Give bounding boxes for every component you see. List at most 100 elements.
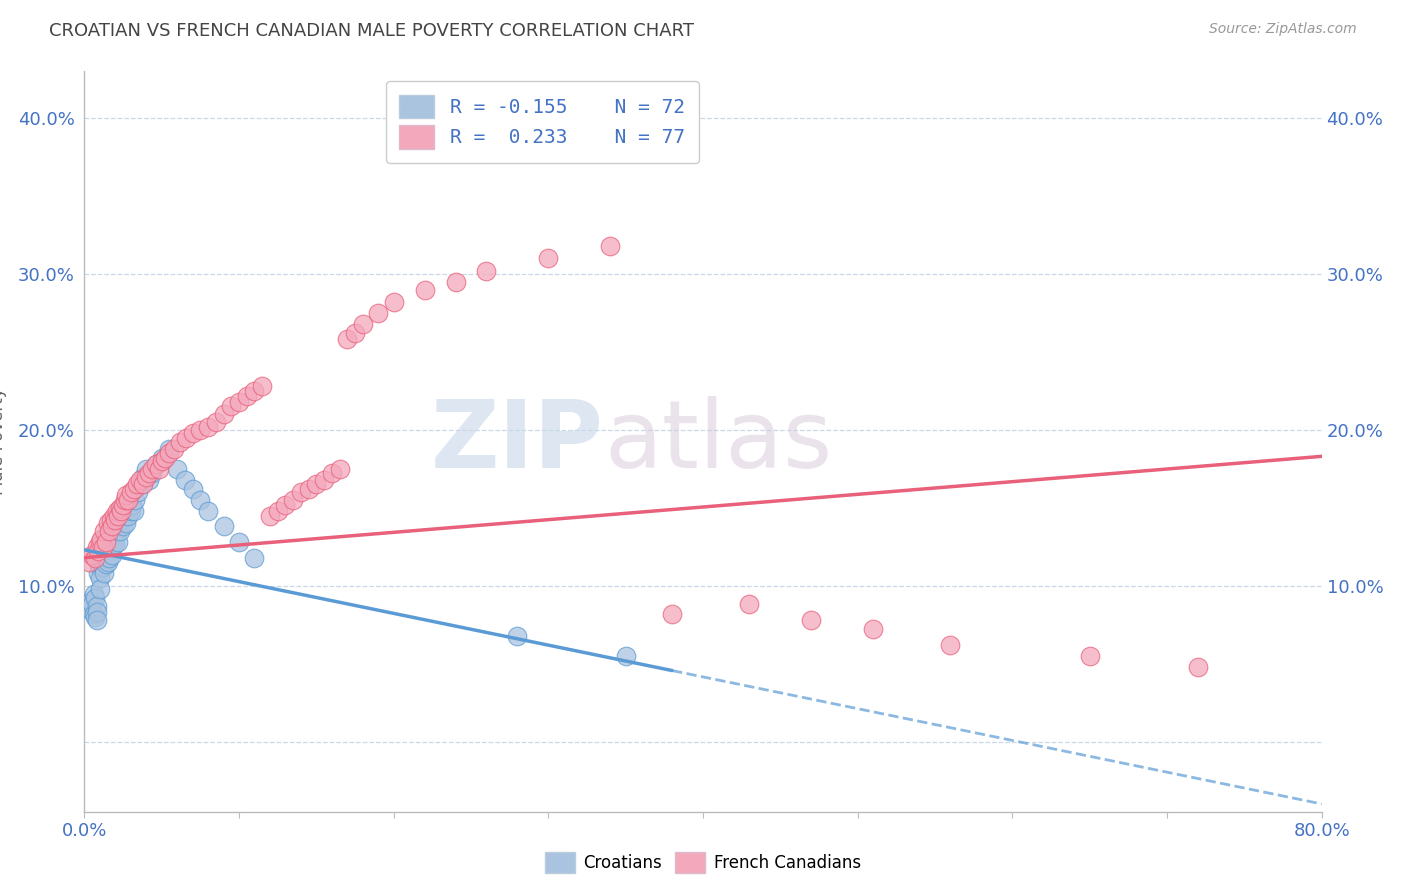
Point [444,275,467,289]
Point [166,462,188,476]
Point [87,548,110,562]
Point [98,550,121,565]
Point [117,508,139,523]
Point [141,467,163,481]
Point [107,516,129,531]
Point [83,586,105,600]
Point [110,513,132,527]
Point [87,555,110,569]
Point [150,454,173,468]
Point [297,482,319,496]
Point [131,477,153,491]
Point [93,566,115,581]
Point [312,473,335,487]
Point [382,295,405,310]
Point [82,548,104,562]
Point [94,557,117,571]
Point [89,550,111,565]
Point [176,431,198,445]
Point [328,462,352,476]
Point [212,519,235,533]
Point [87,544,110,558]
Point [86,605,108,619]
Point [135,469,157,483]
Point [112,498,135,512]
Point [100,524,122,538]
Text: ZIP: ZIP [432,395,605,488]
Point [188,423,211,437]
Point [91,544,114,558]
Point [93,549,115,563]
Point [159,442,180,456]
Point [114,493,136,508]
Point [197,419,219,434]
Point [738,598,761,612]
Point [98,535,121,549]
Point [212,407,235,421]
Point [82,598,104,612]
Point [135,462,157,476]
Point [181,482,204,496]
Point [91,532,114,546]
Point [110,504,132,518]
Point [104,536,127,550]
Point [90,555,112,569]
Point [108,500,131,515]
Point [169,435,191,450]
Point [132,469,155,483]
Point [281,493,305,508]
Point [112,519,135,533]
Point [138,473,160,487]
Text: atlas: atlas [605,395,832,488]
Point [84,550,107,565]
Point [661,607,683,621]
Point [96,529,118,543]
Point [120,504,142,518]
Point [93,524,115,538]
Point [274,498,297,512]
Text: Source: ZipAtlas.com: Source: ZipAtlas.com [1209,22,1357,37]
Point [91,560,114,574]
Point [120,485,142,500]
Point [115,516,138,531]
Point [101,519,124,533]
Point [475,264,498,278]
Point [150,450,173,465]
Point [100,540,122,554]
Point [343,326,366,341]
Point [181,425,204,440]
Text: CROATIAN VS FRENCH CANADIAN MALE POVERTY CORRELATION CHART: CROATIAN VS FRENCH CANADIAN MALE POVERTY… [49,22,695,40]
Point [86,540,108,554]
Point [148,462,170,476]
Point [96,516,118,531]
Point [90,532,112,546]
Point [1078,648,1101,663]
Point [163,442,186,456]
Point [250,379,273,393]
Point [321,467,343,481]
Point [235,388,259,402]
Point [1187,659,1209,673]
Point [267,504,290,518]
Point [86,613,108,627]
Point [107,535,129,549]
Point [117,493,139,508]
Point [104,513,127,527]
Point [77,555,100,569]
Point [336,333,359,347]
Point [114,508,136,523]
Y-axis label: Male Poverty: Male Poverty [0,388,7,495]
Point [188,493,211,508]
Point [103,508,125,523]
Point [305,477,328,491]
Point [205,415,228,429]
Point [89,582,111,596]
Point [243,550,266,565]
Point [105,504,128,518]
Point [219,400,242,414]
Point [84,610,107,624]
Point [104,519,127,533]
Point [122,504,145,518]
Point [108,524,131,538]
Point [101,548,124,562]
